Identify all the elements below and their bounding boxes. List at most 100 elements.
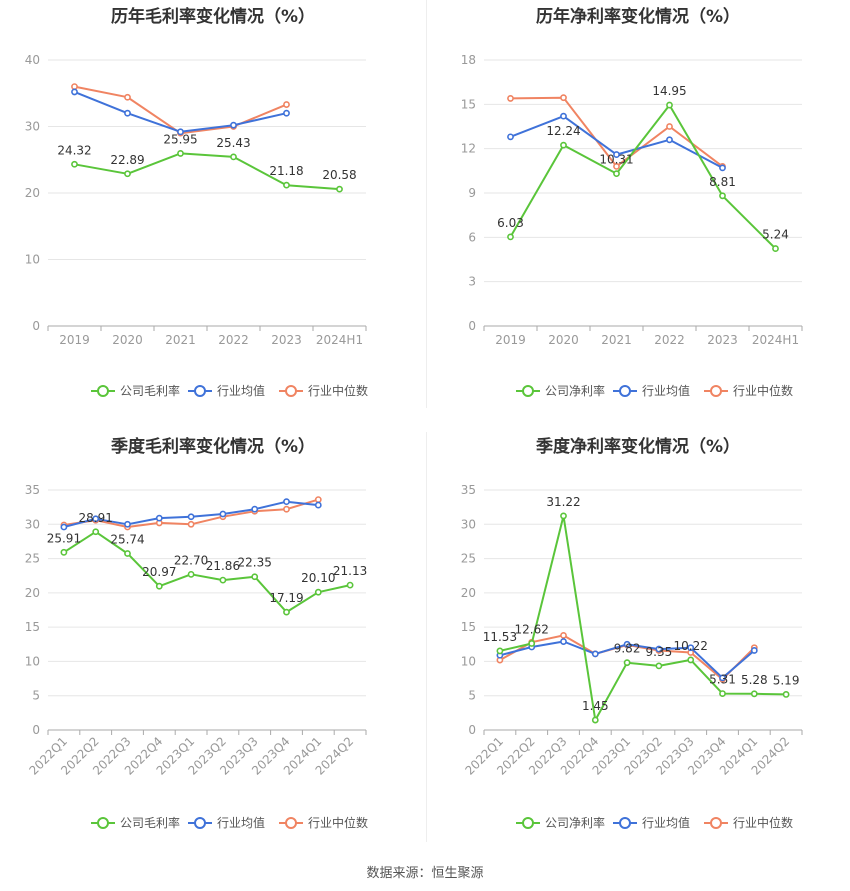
data-point: [613, 151, 620, 158]
data-point: [719, 164, 726, 172]
data-label: 25.95: [163, 132, 197, 146]
chart-title: 季度净利率变化情况（%）: [535, 437, 741, 457]
data-point: [283, 505, 290, 513]
data-label: 21.86: [206, 559, 240, 573]
y-tick-label: 3: [468, 275, 476, 289]
legend-marker: [285, 385, 297, 397]
data-point: [560, 631, 567, 639]
data-point: [687, 656, 695, 664]
data-point: [507, 233, 514, 241]
x-tick-label: 2022: [218, 333, 249, 347]
data-point: [187, 570, 195, 578]
data-point: [623, 659, 631, 667]
legend-label: 行业中位数: [308, 815, 368, 830]
data-point: [750, 647, 758, 654]
data-point: [591, 650, 599, 658]
data-point: [655, 645, 663, 653]
legend-marker: [619, 385, 631, 397]
data-point: [219, 510, 227, 518]
data-point: [719, 192, 726, 200]
y-tick-label: 20: [461, 586, 476, 600]
chart-panel-quarter-gross: 季度毛利率变化情况（%） 0 5 10 15 20 25 30 35 2022Q1 2022Q2 2…: [0, 430, 426, 850]
legend-label: 公司净利率: [545, 383, 605, 398]
panel-divider: [426, 0, 427, 408]
data-label: 12.24: [546, 124, 580, 138]
x-tick-label: 2020: [548, 333, 579, 347]
data-point: [772, 245, 779, 252]
data-label: 10.22: [674, 639, 708, 653]
data-point: [496, 647, 504, 655]
legend-label: 行业均值: [217, 815, 265, 830]
data-point: [230, 121, 237, 129]
y-tick-label: 10: [461, 654, 476, 668]
y-tick-label: 0: [32, 319, 40, 333]
chart-panel-annual-gross: 历年毛利率变化情况（%） 0 10 20 30 40 2019 2020 2021 2022 20…: [0, 0, 426, 410]
data-label: 12.62: [515, 622, 549, 636]
chart-panel-quarter-net: 季度净利率变化情况（%） 0 5 10 15 20 25 30 35 2022Q1 2022Q2 2…: [426, 430, 850, 850]
data-label: 11.53: [483, 630, 517, 644]
data-point: [687, 644, 695, 652]
chart-title: 历年净利率变化情况（%）: [535, 7, 741, 27]
data-source-note: 数据来源：恒生聚源: [366, 866, 484, 881]
y-tick-label: 5: [32, 689, 40, 703]
data-point: [666, 101, 673, 109]
chart-svg-quarter-gross: 051015202530352022Q12022Q22022Q32022Q420…: [25, 483, 368, 830]
data-label: 5.31: [709, 673, 736, 687]
x-tick-label: 2019: [59, 333, 90, 347]
y-tick-label: 20: [25, 586, 40, 600]
series-line: [499, 514, 787, 722]
data-point: [60, 548, 68, 556]
legend-label: 公司毛利率: [120, 383, 180, 398]
y-tick-label: 15: [461, 620, 476, 634]
data-point: [71, 160, 78, 168]
data-point: [560, 94, 567, 102]
data-label: 25.91: [47, 531, 81, 545]
y-tick-label: 0: [468, 319, 476, 333]
data-point: [314, 496, 322, 503]
data-label: 20.10: [301, 571, 335, 585]
data-point: [666, 136, 673, 144]
data-point: [251, 505, 259, 513]
legend-marker: [97, 817, 109, 829]
data-point: [283, 109, 290, 117]
data-label: 22.70: [174, 553, 208, 567]
data-point: [124, 93, 131, 101]
data-point: [71, 83, 78, 90]
data-point: [283, 181, 290, 189]
data-point: [719, 690, 726, 697]
data-label: 22.35: [238, 556, 272, 570]
x-tick-label: 2021: [601, 333, 632, 347]
data-label: 28.91: [79, 511, 113, 525]
x-tick-label: 2019: [495, 333, 526, 347]
x-tick-label: 2024H1: [316, 333, 363, 347]
chart-svg-annual-net: 0 3 6 9 12 15 18 2019 2020 2021 2022 2023 2024H1 6.03…: [461, 53, 803, 398]
data-point: [613, 162, 620, 170]
series-line: [509, 104, 777, 250]
legend-label: 行业中位数: [733, 815, 793, 830]
data-label: 21.18: [269, 164, 303, 178]
data-point: [283, 101, 290, 108]
data-point: [155, 582, 163, 590]
legend-label: 行业均值: [642, 383, 690, 398]
data-point: [623, 640, 631, 648]
data-label: 9.82: [614, 642, 641, 656]
legend-label: 行业中位数: [308, 383, 368, 398]
y-tick-label: 10: [25, 654, 40, 668]
chart-title: 季度毛利率变化情况（%）: [110, 437, 316, 457]
y-tick-label: 15: [25, 620, 40, 634]
y-tick-label: 0: [32, 723, 40, 737]
legend-marker: [285, 817, 297, 829]
y-tick-label: 25: [25, 552, 40, 566]
data-point: [613, 170, 620, 178]
data-label: 5.24: [762, 228, 789, 242]
series-line: [74, 152, 340, 191]
x-tick-label: 2020: [112, 333, 143, 347]
y-tick-label: 20: [25, 186, 40, 200]
legend-label: 行业均值: [217, 383, 265, 398]
y-tick-label: 9: [468, 186, 476, 200]
chart-svg-annual-gross: 0 10 20 30 40 2019 2020 2021 2022 2023 2024H1 24.32…: [25, 53, 368, 398]
data-point: [666, 123, 673, 130]
y-tick-label: 5: [468, 689, 476, 703]
data-point: [219, 576, 227, 584]
legend-marker: [710, 817, 722, 829]
